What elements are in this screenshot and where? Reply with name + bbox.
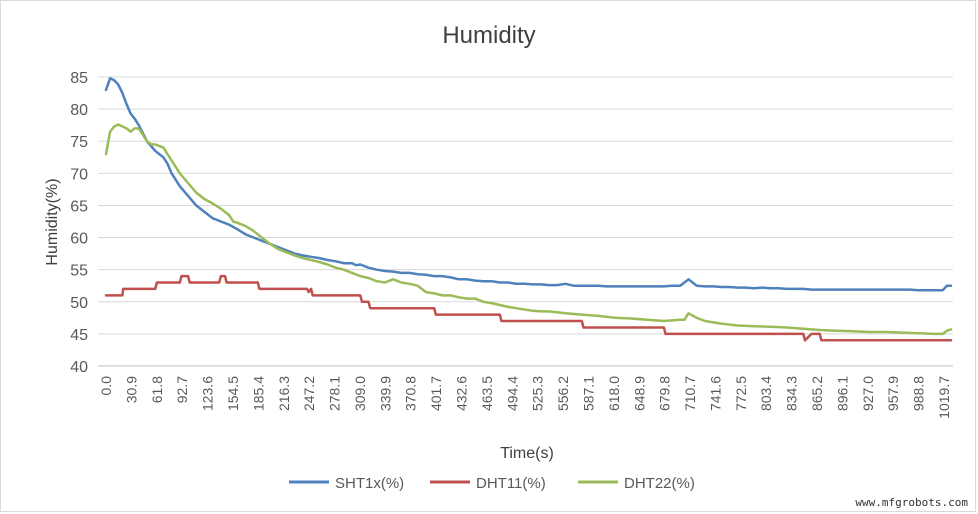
x-tick-label: 370.8 [403,376,419,411]
x-tick-label: 339.9 [377,376,393,411]
x-tick-label: 401.7 [428,376,444,411]
series-line-dht22 [104,123,953,336]
x-tick-label: 278.1 [327,376,343,411]
x-tick-label: 185.4 [250,376,266,411]
x-tick-label: 154.5 [225,376,241,411]
x-axis-label: Time(s) [500,445,554,462]
x-tick-label: 957.9 [885,376,901,411]
x-tick-label: 710.7 [682,376,698,411]
legend-label: DHT22(%) [624,475,695,492]
y-tick-label: 55 [70,263,88,280]
series-line-sht1x [104,77,953,292]
x-tick-label: 525.3 [530,376,546,411]
legend-label: SHT1x(%) [335,475,404,492]
x-tick-label: 865.2 [809,376,825,411]
x-tick-label: 61.8 [149,376,165,403]
y-tick-labels: 40 45 50 55 60 65 70 75 80 85 [70,70,88,376]
x-tick-label: 216.3 [276,376,292,411]
x-tick-label: 927.0 [860,376,876,411]
x-tick-label: 896.1 [834,376,850,411]
legend: SHT1x(%) DHT11(%) DHT22(%) [289,475,695,492]
y-tick-label: 45 [70,327,88,344]
x-tick-label: 247.2 [301,376,317,411]
x-tick-label: 1019.7 [936,376,952,419]
x-tick-label: 618.0 [606,376,622,411]
x-tick-label: 679.8 [657,376,673,411]
y-tick-label: 85 [70,70,88,87]
x-tick-label: 309.0 [352,376,368,411]
legend-label: DHT11(%) [476,475,546,492]
x-tick-label: 123.6 [200,376,216,411]
x-tick-label: 0.0 [98,376,114,396]
x-tick-label: 432.6 [454,376,470,411]
x-tick-label: 648.9 [631,376,647,411]
x-tick-label: 494.4 [504,376,520,411]
y-tick-label: 60 [70,231,88,248]
x-tick-label: 772.5 [733,376,749,411]
gridlines [98,76,953,367]
x-tick-label: 587.1 [580,376,596,411]
watermark: www.mfgrobots.com [855,496,968,509]
y-tick-label: 70 [70,166,88,183]
y-tick-label: 80 [70,102,88,119]
x-tick-label: 803.4 [758,376,774,411]
x-tick-label: 988.8 [911,376,927,411]
chart-title: Humidity [442,22,535,49]
series-line-dht11 [104,274,953,342]
y-tick-label: 75 [70,134,88,151]
y-tick-label: 65 [70,198,88,215]
x-tick-label: 463.5 [479,376,495,411]
x-tick-labels: 0.0 30.9 61.8 92.7 123.6 154.5 185.4 216.3 247.2… [98,376,952,419]
y-axis-label: Humidity(%) [44,178,61,265]
series-lines [104,77,953,342]
x-tick-label: 741.6 [707,376,723,411]
x-tick-label: 30.9 [123,376,139,403]
y-tick-label: 40 [70,359,88,376]
x-tick-label: 556.2 [555,376,571,411]
x-tick-label: 92.7 [174,376,190,403]
y-tick-label: 50 [70,295,88,312]
x-tick-label: 834.3 [784,376,800,411]
